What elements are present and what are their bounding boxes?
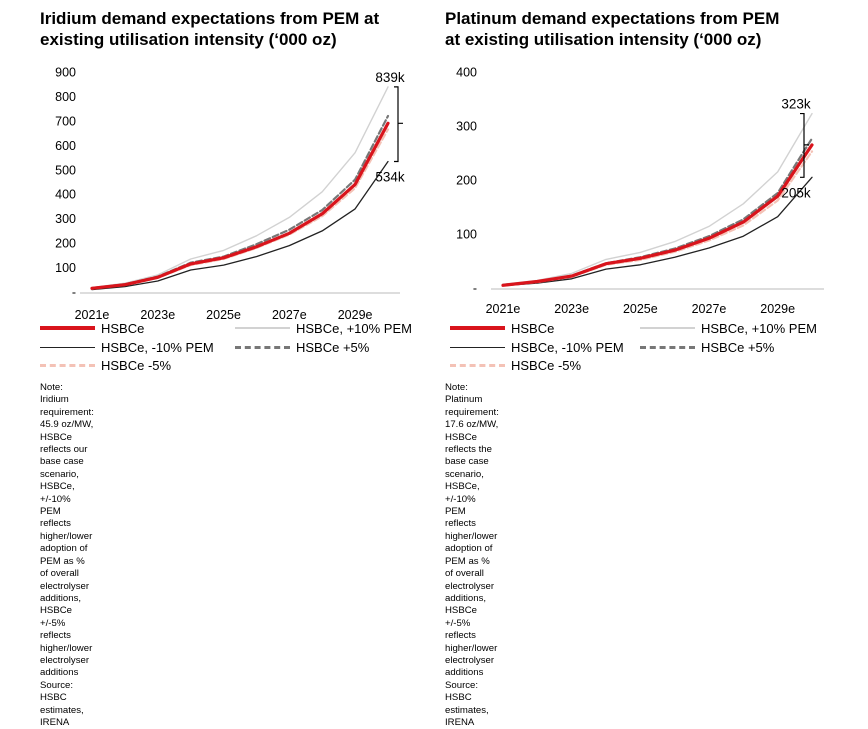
y-tick-label: 400: [55, 188, 76, 202]
legend-label: HSBCe: [101, 320, 145, 336]
legend-item-minus10: HSBCe, -10% PEM: [450, 339, 624, 355]
platinum-line-chart: - 100 200 300 400 2021e 2023e 2025e 2027e 2029e 32…: [456, 66, 824, 316]
chart-title: Platinum demand expectations from PEM at…: [445, 8, 779, 50]
note-line: electrolyser additions, HSBCe +/-5% refl…: [445, 580, 498, 679]
x-tick-label: 2023e: [140, 308, 175, 322]
legend-swatch-plus10: [235, 327, 290, 329]
legend-swatch-base: [40, 326, 95, 330]
chart-title-line1: Iridium demand expectations from PEM at: [40, 9, 380, 28]
chart-note: Note: Platinum requirement: 17.6 oz/MW, …: [445, 382, 499, 729]
y-tick-label: 100: [55, 261, 76, 275]
legend-item-base: HSBCe: [450, 320, 554, 336]
x-tick-label: 2025e: [623, 302, 658, 316]
chart-title-line1: Platinum demand expectations from PEM: [445, 9, 780, 28]
iridium-line-chart: - 100 200 300 400 500 600 700 800 900 2021e 2023e 20…: [55, 66, 405, 323]
y-tick-label: 500: [55, 163, 76, 177]
range-bracket: [394, 86, 403, 163]
legend-item-plus10: HSBCe, +10% PEM: [235, 320, 412, 336]
series-line-base: [501, 143, 814, 287]
annotation-top-value: 323k: [781, 97, 811, 112]
y-tick-label: -: [72, 286, 76, 300]
x-tick-label: 2029e: [760, 302, 795, 316]
legend-label: HSBCe +5%: [701, 339, 775, 355]
x-tick-label: 2021e: [75, 308, 110, 322]
y-tick-label: 200: [55, 237, 76, 251]
series-line-plus10: [91, 86, 389, 289]
legend-item-minus5: HSBCe -5%: [450, 357, 581, 373]
source-line: Source: HSBC estimates, IRENA: [40, 679, 84, 728]
series-line-minus5: [90, 128, 390, 290]
legend-swatch-minus5: [450, 363, 505, 367]
y-tick-label: 600: [55, 139, 76, 153]
x-tick-label: 2027e: [692, 302, 727, 316]
chart-title-line2: existing utilisation intensity (‘000 oz): [40, 30, 337, 49]
x-tick-label: 2027e: [272, 308, 307, 322]
x-tick-label: 2025e: [206, 308, 241, 322]
legend-swatch-plus5: [235, 345, 290, 349]
series-line-plus5: [501, 137, 814, 286]
legend-swatch-base: [450, 326, 505, 330]
note-line: Note: Platinum requirement: 17.6 oz/MW, …: [445, 382, 499, 480]
series-line-base: [90, 121, 390, 290]
legend-swatch-plus5: [640, 345, 695, 349]
x-tick-label: 2029e: [338, 308, 373, 322]
y-tick-label: 900: [55, 66, 76, 80]
y-tick-label: 300: [456, 120, 477, 134]
note-line: electrolyser additions, HSBCe +/-5% refl…: [40, 580, 93, 679]
legend-item-plus5: HSBCe +5%: [235, 339, 369, 355]
note-line: HSBCe, +/-10% PEM reflects higher/lower …: [445, 481, 498, 580]
legend-label: HSBCe, +10% PEM: [296, 320, 412, 336]
range-bracket: [800, 112, 809, 178]
source-line: Source: HSBC estimates, IRENA: [445, 679, 489, 728]
legend-swatch-minus5: [40, 363, 95, 367]
series-line-plus5: [90, 114, 390, 290]
legend-swatch-plus10: [640, 327, 695, 329]
series-line-minus5: [501, 150, 814, 287]
y-tick-label: 300: [55, 212, 76, 226]
y-tick-label: 100: [456, 228, 477, 242]
legend-item-plus10: HSBCe, +10% PEM: [640, 320, 817, 336]
chart-note: Note: Iridium requirement: 45.9 oz/MW, H…: [40, 382, 94, 729]
y-tick-label: 400: [456, 66, 477, 80]
legend-item-base: HSBCe: [40, 320, 144, 336]
chart-title: Iridium demand expectations from PEM at …: [40, 8, 379, 50]
chart-title-line2: at existing utilisation intensity (‘000 …: [445, 30, 762, 49]
legend-label: HSBCe: [511, 320, 555, 336]
legend-swatch-minus10: [450, 346, 505, 348]
y-tick-label: 200: [456, 174, 477, 188]
legend-label: HSBCe +5%: [296, 339, 370, 355]
y-tick-label: -: [473, 282, 477, 296]
series-line-plus10: [502, 112, 813, 285]
legend-label: HSBCe, +10% PEM: [701, 320, 817, 336]
series-line-minus10: [91, 160, 389, 291]
legend-label: HSBCe -5%: [101, 357, 172, 373]
note-line: Note: Iridium requirement: 45.9 oz/MW, H…: [40, 382, 94, 480]
y-tick-label: 800: [55, 90, 76, 104]
x-tick-label: 2023e: [554, 302, 589, 316]
legend-label: HSBCe -5%: [511, 357, 582, 373]
y-tick-label: 700: [55, 114, 76, 128]
annotation-bottom-value: 205k: [781, 185, 811, 200]
annotation-top-value: 839k: [375, 70, 405, 85]
legend-label: HSBCe, -10% PEM: [101, 339, 214, 355]
x-tick-label: 2021e: [486, 302, 521, 316]
legend-swatch-minus10: [40, 346, 95, 348]
legend-item-minus5: HSBCe -5%: [40, 357, 171, 373]
legend-label: HSBCe, -10% PEM: [511, 339, 624, 355]
legend-item-plus5: HSBCe +5%: [640, 339, 774, 355]
series-line-minus10: [502, 176, 813, 287]
note-line: HSBCe, +/-10% PEM reflects higher/lower …: [40, 481, 93, 580]
legend-item-minus10: HSBCe, -10% PEM: [40, 339, 214, 355]
annotation-bottom-value: 534k: [375, 169, 405, 184]
